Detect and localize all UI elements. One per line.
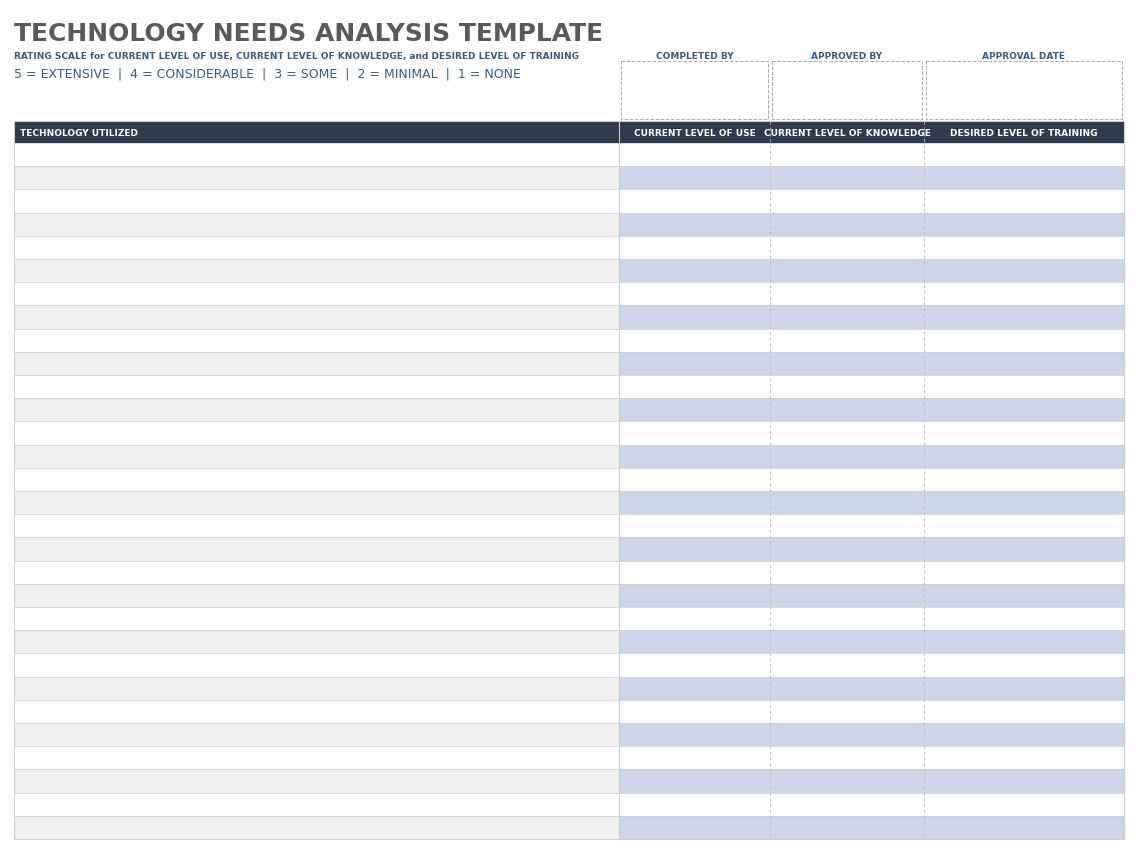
Bar <box>14 491 619 514</box>
Bar <box>619 167 1124 190</box>
Bar <box>619 607 1124 630</box>
Text: 5 = EXTENSIVE  |  4 = CONSIDERABLE  |  3 = SOME  |  2 = MINIMAL  |  1 = NONE: 5 = EXTENSIVE | 4 = CONSIDERABLE | 3 = S… <box>14 68 521 81</box>
Bar <box>14 445 619 468</box>
Bar <box>619 375 1124 398</box>
Bar <box>14 537 619 561</box>
Bar <box>14 259 619 283</box>
Text: CURRENT LEVEL OF KNOWLEDGE: CURRENT LEVEL OF KNOWLEDGE <box>764 128 931 137</box>
Bar <box>14 676 619 700</box>
Text: CURRENT LEVEL OF USE: CURRENT LEVEL OF USE <box>634 128 756 137</box>
Bar <box>619 769 1124 792</box>
Bar <box>619 236 1124 259</box>
Bar <box>619 283 1124 306</box>
Bar <box>14 167 619 190</box>
Bar <box>619 514 1124 537</box>
Bar <box>619 561 1124 584</box>
Text: TECHNOLOGY UTILIZED: TECHNOLOGY UTILIZED <box>20 128 138 137</box>
Bar <box>14 306 619 329</box>
Bar <box>619 584 1124 607</box>
Bar <box>14 352 619 375</box>
Bar <box>619 815 1124 839</box>
Text: APPROVAL DATE: APPROVAL DATE <box>982 52 1065 61</box>
Bar <box>619 445 1124 468</box>
Bar <box>14 700 619 723</box>
Bar <box>619 329 1124 352</box>
Bar <box>619 468 1124 491</box>
Bar <box>14 468 619 491</box>
Bar <box>14 653 619 676</box>
Bar <box>14 514 619 537</box>
Bar <box>619 746 1124 769</box>
Text: COMPLETED BY: COMPLETED BY <box>655 52 733 61</box>
Bar <box>14 422 619 445</box>
Bar <box>619 491 1124 514</box>
Bar <box>14 144 619 167</box>
Bar <box>619 259 1124 283</box>
Text: APPROVED BY: APPROVED BY <box>811 52 883 61</box>
Bar <box>14 584 619 607</box>
Bar <box>619 398 1124 422</box>
Bar <box>14 190 619 213</box>
Bar <box>619 422 1124 445</box>
Bar <box>14 723 619 746</box>
Bar <box>14 746 619 769</box>
Bar <box>14 561 619 584</box>
Bar <box>619 213 1124 236</box>
Bar <box>772 62 922 120</box>
Text: TECHNOLOGY NEEDS ANALYSIS TEMPLATE: TECHNOLOGY NEEDS ANALYSIS TEMPLATE <box>14 22 603 46</box>
Bar <box>619 700 1124 723</box>
Bar <box>619 306 1124 329</box>
Text: DESIRED LEVEL OF TRAINING: DESIRED LEVEL OF TRAINING <box>950 128 1098 137</box>
Bar <box>619 630 1124 653</box>
Bar <box>619 792 1124 815</box>
Bar <box>14 122 1124 144</box>
Bar <box>14 398 619 422</box>
Bar <box>14 283 619 306</box>
Text: RATING SCALE for CURRENT LEVEL OF USE, CURRENT LEVEL OF KNOWLEDGE, and DESIRED L: RATING SCALE for CURRENT LEVEL OF USE, C… <box>14 52 579 61</box>
Bar <box>14 769 619 792</box>
Bar <box>14 236 619 259</box>
Bar <box>14 792 619 815</box>
Bar <box>14 607 619 630</box>
Bar <box>619 723 1124 746</box>
Bar <box>926 62 1122 120</box>
Bar <box>14 375 619 398</box>
Bar <box>619 190 1124 213</box>
Bar <box>14 213 619 236</box>
Bar <box>619 676 1124 700</box>
Bar <box>14 329 619 352</box>
Bar <box>619 537 1124 561</box>
Bar <box>619 144 1124 167</box>
Bar <box>14 815 619 839</box>
Bar <box>621 62 768 120</box>
Bar <box>619 352 1124 375</box>
Bar <box>14 630 619 653</box>
Bar <box>619 653 1124 676</box>
